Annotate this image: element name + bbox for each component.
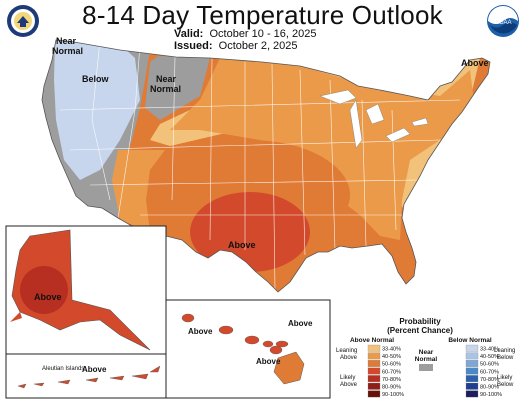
legend-below-swatch-7: [465, 390, 479, 398]
label-aleutian-above: Above: [82, 365, 107, 374]
legend-below-swatch-6: [465, 382, 479, 390]
valid-label: Valid:: [174, 28, 204, 40]
legend-above-swatch-5: [367, 375, 381, 383]
label-below: Below: [82, 74, 110, 84]
doc-seal-icon: [7, 5, 39, 37]
legend-likely-above-2: Above: [340, 382, 358, 388]
label-above-ne: Above: [461, 58, 489, 68]
label-hawaii-above-1: Above: [188, 327, 213, 336]
noaa-logo-text: NOAA: [494, 20, 511, 26]
legend-likely-below-2: Below: [497, 382, 514, 388]
label-near-normal-nw-1: Near: [56, 36, 77, 46]
legend-above-bin-label-4: 60-70%: [382, 369, 401, 375]
legend-above-swatch-1: [367, 344, 381, 352]
legend-below-header: Below Normal: [448, 337, 492, 344]
issued-label: Issued:: [174, 40, 213, 52]
legend-title-2: (Percent Chance): [387, 326, 453, 335]
legend-near-normal-2: Normal: [415, 356, 438, 363]
legend-above-header: Above Normal: [350, 337, 394, 344]
legend-above-bin-label-1: 33-40%: [382, 347, 401, 353]
legend-leaning-below-1: Leaning: [494, 348, 515, 354]
legend-above-swatch-7: [367, 390, 381, 398]
legend-above-bin-label-7: 90-100%: [382, 392, 404, 398]
legend-likely-above-1: Likely: [340, 375, 355, 381]
aleutian-islands-shapes: [17, 365, 161, 389]
legend-leaning-above-1: Leaning: [336, 348, 357, 354]
legend-leaning-below-2: Below: [497, 355, 514, 361]
legend-leaning-above-2: Above: [340, 355, 358, 361]
label-near-normal-nw-2: Normal: [52, 46, 83, 56]
legend-above-swatch-6: [367, 382, 381, 390]
legend-below-swatches: 33-40%40-50% 50-60%60-70% 70-80% 80-90%90-1…: [465, 344, 502, 398]
noaa-logo-icon: NOAA: [487, 5, 519, 37]
legend-above-swatch-2: [367, 352, 381, 360]
legend-below-bin-label-1: 33-40%: [480, 347, 499, 353]
legend-likely-below-1: Likely: [497, 375, 512, 381]
valid-dates: Valid: October 10 - 16, 2025: [174, 28, 316, 40]
legend-above-swatch-3: [367, 360, 381, 367]
legend-above-bin-label-2: 40-50%: [382, 354, 401, 360]
label-alaska-above: Above: [34, 292, 62, 302]
legend-below-bin-label-3: 50-60%: [480, 362, 499, 368]
legend-below-swatch-4: [465, 367, 479, 375]
legend-below-bin-label-6: 80-90%: [480, 385, 499, 391]
label-aleutian-islands: Aleutian Islands: [42, 366, 84, 372]
legend-below-bin-label-2: 40-50%: [480, 354, 499, 360]
legend-near-swatch: [419, 364, 433, 371]
legend-below-swatch-3: [465, 360, 479, 367]
legend-below-swatch-5: [465, 375, 479, 383]
legend-above-swatches: 33-40%40-50% 50-60%60-70% 70-80% 80-90%90-1…: [367, 344, 404, 398]
label-near-normal-n-1: Near: [156, 74, 177, 84]
label-hawaii-above-3: Above: [256, 357, 281, 366]
label-above-south: Above: [228, 240, 256, 250]
legend-below-bin-label-7: 90-100%: [480, 392, 502, 398]
hawaii-islands-shapes: [181, 313, 289, 355]
issued-date: Issued: October 2, 2025: [174, 40, 298, 52]
legend-below-swatch-1: [465, 344, 479, 352]
label-near-normal-n-2: Normal: [150, 84, 181, 94]
issued-value: October 2, 2025: [218, 40, 298, 52]
legend-above-bin-label-5: 70-80%: [382, 377, 401, 383]
legend-near-normal-1: Near: [419, 349, 434, 356]
label-hawaii-above-2: Above: [288, 319, 313, 328]
legend-title-1: Probability: [399, 317, 441, 326]
legend-below-bin-label-4: 60-70%: [480, 369, 499, 375]
legend-above-bin-label-6: 80-90%: [382, 385, 401, 391]
legend-above-swatch-4: [367, 367, 381, 375]
page-title: 8-14 Day Temperature Outlook: [82, 0, 443, 30]
legend-below-swatch-2: [465, 352, 479, 360]
valid-value: October 10 - 16, 2025: [209, 28, 317, 40]
legend-below-bin-label-5: 70-80%: [480, 377, 499, 383]
legend-above-bin-label-3: 50-60%: [382, 362, 401, 368]
